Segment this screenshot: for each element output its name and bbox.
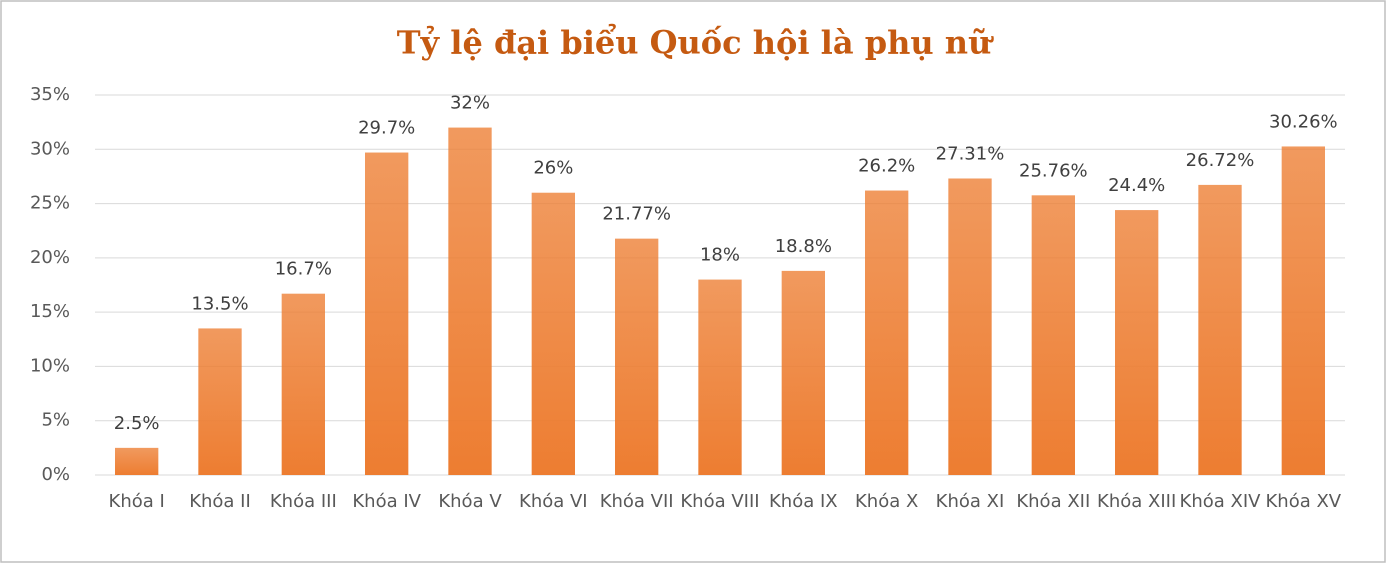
x-tick-label: Khóa XII <box>1016 491 1091 512</box>
y-tick-label: 5% <box>41 410 70 431</box>
value-label: 26% <box>533 158 573 179</box>
x-tick-label: Khóa XIV <box>1179 491 1261 512</box>
value-label: 26.2% <box>858 156 915 177</box>
x-tick-label: Khóa XV <box>1265 491 1342 512</box>
x-tick-label: Khóa III <box>269 491 337 512</box>
value-label: 27.31% <box>936 143 1005 164</box>
bar <box>1281 146 1325 475</box>
x-tick-label: Khóa IX <box>769 491 838 512</box>
y-tick-label: 25% <box>30 193 70 214</box>
bar <box>531 192 575 475</box>
bar <box>1115 210 1159 476</box>
bar <box>365 152 409 476</box>
bar <box>198 328 242 475</box>
bar <box>448 127 492 476</box>
x-tick-label: Khóa XI <box>935 491 1005 512</box>
value-label: 18.8% <box>775 236 832 257</box>
value-label: 13.5% <box>191 293 248 314</box>
y-tick-label: 20% <box>30 247 70 268</box>
x-tick-label: Khóa VI <box>519 491 588 512</box>
y-tick-label: 30% <box>30 138 70 159</box>
bar <box>615 238 659 475</box>
x-tick-label: Khóa I <box>108 491 165 512</box>
value-label: 21.77% <box>602 204 671 225</box>
x-tick-label: Khóa XIII <box>1097 491 1177 512</box>
value-label: 29.7% <box>358 118 415 139</box>
x-tick-label: Khóa II <box>189 491 251 512</box>
value-label: 25.76% <box>1019 160 1088 181</box>
bar <box>698 279 742 475</box>
y-tick-label: 35% <box>30 84 70 105</box>
y-tick-label: 0% <box>41 464 70 485</box>
y-tick-label: 10% <box>30 355 70 376</box>
x-tick-label: Khóa V <box>438 491 502 512</box>
bar <box>1198 184 1242 475</box>
bar <box>1031 195 1075 475</box>
value-label: 26.72% <box>1186 150 1255 171</box>
value-label: 2.5% <box>114 413 160 434</box>
x-tick-label: Khóa VIII <box>680 491 760 512</box>
y-tick-label: 15% <box>30 301 70 322</box>
chart-title: Tỷ lệ đại biểu Quốc hội là phụ nữ <box>397 23 994 62</box>
value-label: 30.26% <box>1269 111 1338 132</box>
bar <box>781 270 825 475</box>
value-label: 24.4% <box>1108 175 1165 196</box>
x-tick-label: Khóa IV <box>352 491 421 512</box>
bar <box>865 190 909 476</box>
bar <box>115 447 159 475</box>
value-label: 32% <box>450 93 490 114</box>
x-tick-label: Khóa X <box>855 491 919 512</box>
bar <box>948 178 992 475</box>
x-tick-label: Khóa VII <box>599 491 674 512</box>
value-label: 18% <box>700 245 740 266</box>
value-label: 16.7% <box>275 259 332 280</box>
bar <box>281 293 325 475</box>
